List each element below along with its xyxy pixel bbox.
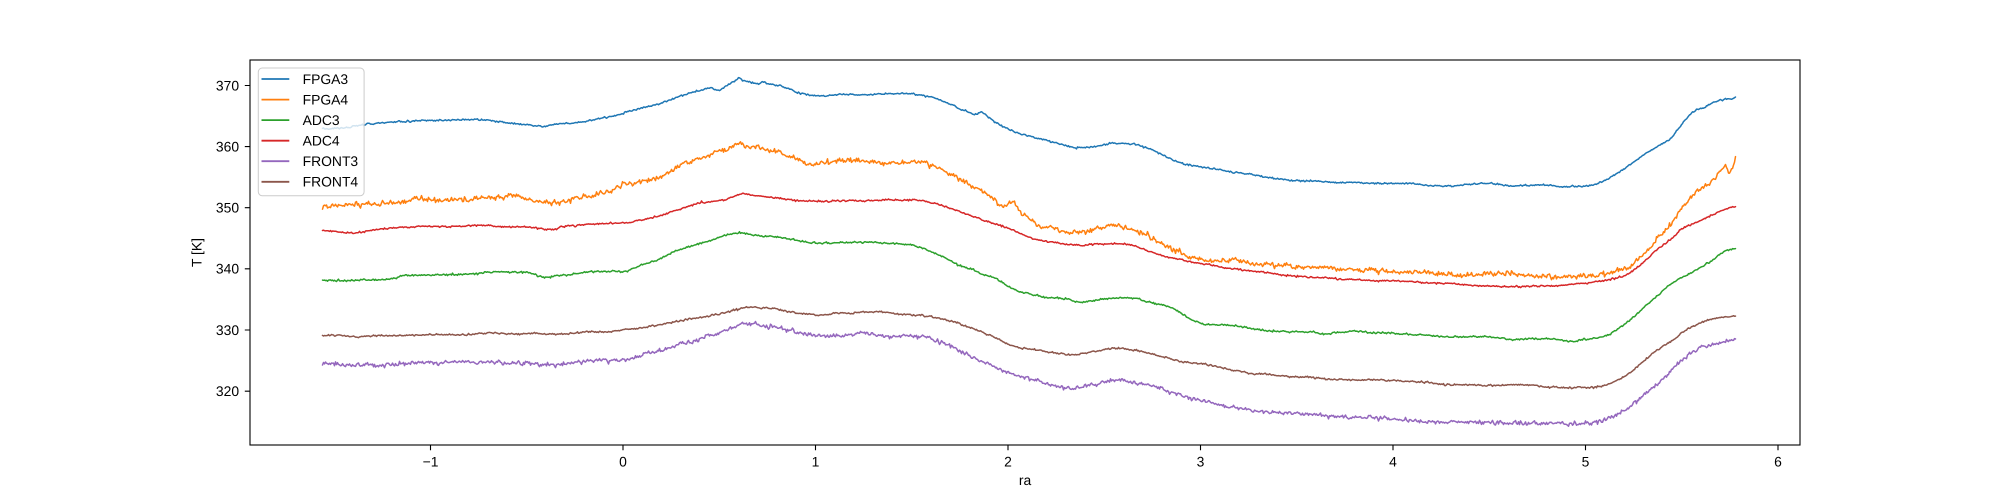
svg-text:0: 0 <box>619 453 627 469</box>
svg-text:FPGA4: FPGA4 <box>303 92 349 108</box>
svg-text:350: 350 <box>216 200 239 216</box>
svg-text:6: 6 <box>1774 453 1782 469</box>
svg-text:−1: −1 <box>423 453 439 469</box>
svg-text:2: 2 <box>1004 453 1012 469</box>
svg-text:320: 320 <box>216 383 239 399</box>
svg-text:330: 330 <box>216 322 239 338</box>
svg-text:4: 4 <box>1389 453 1397 469</box>
svg-text:1: 1 <box>812 453 820 469</box>
svg-text:FRONT3: FRONT3 <box>303 153 359 169</box>
svg-text:ra: ra <box>1019 472 1032 488</box>
svg-text:340: 340 <box>216 261 239 277</box>
svg-text:T [K]: T [K] <box>189 238 205 267</box>
svg-text:ADC3: ADC3 <box>303 112 340 128</box>
svg-text:360: 360 <box>216 139 239 155</box>
svg-text:FPGA3: FPGA3 <box>303 71 349 87</box>
svg-text:5: 5 <box>1582 453 1590 469</box>
svg-text:3: 3 <box>1197 453 1205 469</box>
svg-text:FRONT4: FRONT4 <box>303 174 359 190</box>
svg-text:ADC4: ADC4 <box>303 133 340 149</box>
svg-text:370: 370 <box>216 77 239 93</box>
